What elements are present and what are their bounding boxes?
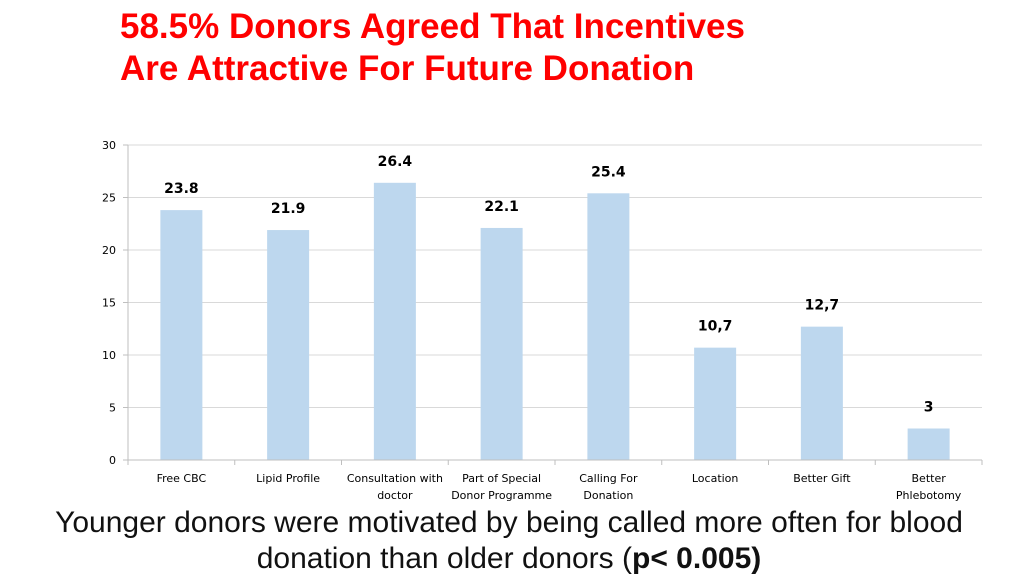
caption-line-2-text: donation than older donors (	[256, 542, 632, 575]
bar	[480, 227, 523, 460]
y-tick-label: 15	[102, 297, 116, 310]
bar-value-label: 25.4	[591, 164, 626, 180]
chart-axes	[123, 144, 983, 465]
slide-title-line-2: Are Attractive For Future Donation	[120, 49, 695, 88]
x-category-label-line: Better Gift	[793, 472, 851, 485]
x-category-label-line: Location	[692, 472, 739, 485]
bar-value-label: 23.8	[164, 181, 199, 197]
y-tick-label: 20	[102, 244, 116, 257]
caption-line-1: Younger donors were motivated by being c…	[55, 506, 963, 539]
x-category-label: Calling For Donation	[579, 472, 638, 502]
x-category-label: Consultation with doctor	[347, 472, 443, 502]
x-category-label-line: Calling For	[579, 472, 638, 485]
x-category-label-line: Consultation with	[347, 472, 443, 485]
x-category-label-line: Phlebotomy	[896, 489, 962, 502]
x-category-label: Better Gift	[793, 472, 851, 485]
bar	[587, 193, 630, 461]
bar	[694, 347, 737, 460]
x-category-label-line: Part of Special	[462, 472, 541, 485]
x-category-label: Part of Special Donor Programme	[451, 472, 552, 502]
x-category-label-line: Donation	[583, 489, 633, 502]
bar	[800, 326, 843, 460]
bar-value-label: 21.9	[271, 201, 306, 217]
chart-labels: 0 5 10 15 20 25 30 23.8 Free CBC 21.9 Lipid Profil…	[102, 139, 962, 502]
y-tick-label: 0	[109, 454, 116, 467]
bar	[373, 182, 416, 461]
x-category-label-line: Better	[912, 472, 947, 485]
x-category-label-line: Donor Programme	[451, 489, 552, 502]
chart-bars	[160, 182, 950, 461]
x-category-label-line: Free CBC	[157, 472, 207, 485]
x-category-label: Location	[692, 472, 739, 485]
x-category-label-line: doctor	[377, 489, 413, 502]
y-tick-label: 25	[102, 192, 116, 205]
x-category-label: Better Phlebotomy	[896, 472, 962, 502]
x-category-label-line: Lipid Profile	[256, 472, 320, 485]
bar-value-label: 3	[924, 400, 934, 416]
slide-title-line-1: 58.5% Donors Agreed That Incentives	[120, 7, 745, 46]
slide-title: 58.5% Donors Agreed That Incentives Are …	[120, 6, 745, 90]
chart-gridlines	[128, 144, 982, 408]
x-category-label: Lipid Profile	[256, 472, 320, 485]
bar-value-label: 10,7	[698, 319, 733, 335]
x-category-label: Free CBC	[157, 472, 207, 485]
bar	[267, 230, 310, 460]
slide-caption: Younger donors were motivated by being c…	[0, 505, 1018, 577]
caption-line-2: donation than older donors (p< 0.005)	[0, 541, 1018, 577]
y-tick-label: 10	[102, 349, 116, 362]
bar-value-label: 12,7	[805, 298, 840, 314]
bar-value-label: 26.4	[378, 154, 413, 170]
bar-value-label: 22.1	[484, 199, 519, 215]
y-tick-label: 5	[109, 402, 116, 415]
bar	[160, 210, 203, 460]
bar	[907, 428, 950, 460]
y-tick-label: 30	[102, 139, 116, 152]
p-value-text: p< 0.005)	[632, 542, 762, 575]
